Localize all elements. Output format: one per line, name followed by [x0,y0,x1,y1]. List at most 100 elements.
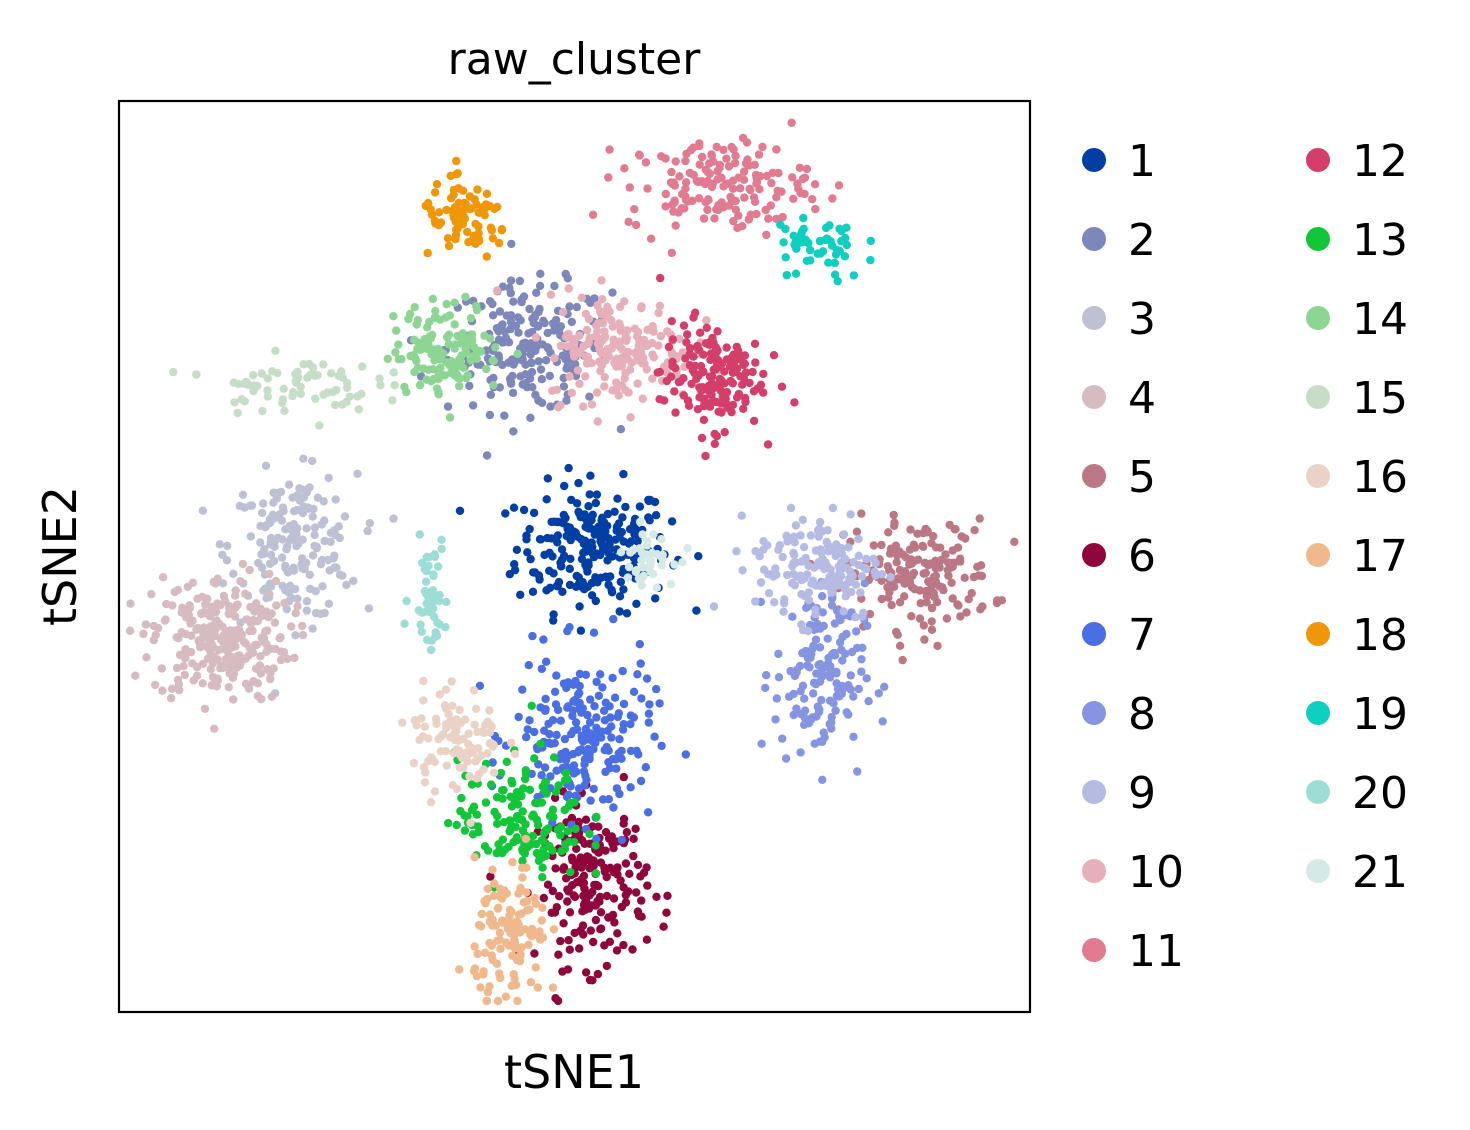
point-cluster-12 [720,367,729,376]
point-cluster-12 [722,343,731,352]
point-cluster-16 [449,749,458,758]
point-cluster-4 [213,674,222,683]
point-cluster-7 [534,760,543,769]
point-cluster-3 [246,532,256,541]
point-cluster-12 [664,342,674,352]
point-cluster-7 [615,735,624,744]
point-cluster-17 [494,891,504,901]
point-cluster-9 [871,571,880,580]
point-cluster-1 [626,537,636,546]
point-cluster-16 [459,734,468,744]
point-cluster-11 [669,207,678,216]
point-cluster-16 [455,705,464,715]
point-cluster-7 [598,683,607,692]
point-cluster-13 [566,867,575,877]
point-cluster-4 [224,683,233,692]
point-cluster-21 [642,541,652,550]
point-cluster-20 [400,619,409,628]
point-cluster-3 [198,506,208,515]
point-cluster-5 [967,589,976,598]
point-cluster-14 [415,380,425,390]
point-cluster-7 [488,758,497,767]
scatter-points [125,118,1019,1006]
point-cluster-1 [594,522,603,531]
point-cluster-1 [618,513,627,522]
point-cluster-11 [671,157,680,166]
point-cluster-11 [722,154,731,163]
point-cluster-3 [283,568,293,577]
point-cluster-20 [427,603,436,612]
point-cluster-14 [442,333,452,342]
point-cluster-4 [149,621,158,631]
point-cluster-13 [571,824,580,834]
point-cluster-14 [445,311,454,320]
point-cluster-11 [630,205,639,214]
point-cluster-21 [646,561,655,570]
point-cluster-3 [284,480,294,489]
point-cluster-5 [884,593,893,602]
point-cluster-8 [818,775,827,784]
point-cluster-7 [606,713,615,722]
point-cluster-8 [781,754,791,763]
point-cluster-1 [612,526,621,535]
point-cluster-13 [460,826,470,835]
legend-label-19: 19 [1352,689,1408,740]
point-cluster-7 [553,705,563,715]
point-cluster-13 [561,768,571,778]
point-cluster-1 [543,474,552,483]
point-cluster-8 [862,674,871,683]
point-cluster-13 [504,842,513,852]
point-cluster-4 [189,676,198,685]
point-cluster-7 [567,764,576,773]
point-cluster-7 [626,711,636,720]
point-cluster-8 [864,697,873,706]
point-cluster-7 [583,744,593,754]
point-cluster-7 [552,671,561,680]
point-cluster-15 [263,374,272,383]
point-cluster-3 [318,582,327,591]
point-cluster-20 [432,591,441,601]
point-cluster-12 [759,369,768,379]
point-cluster-21 [670,560,679,569]
point-cluster-4 [241,589,250,598]
point-cluster-8 [815,677,825,686]
point-cluster-1 [619,585,628,594]
point-cluster-14 [482,364,491,374]
point-cluster-7 [644,709,654,718]
point-cluster-21 [637,581,646,590]
point-cluster-18 [430,188,440,197]
point-cluster-4 [245,626,254,636]
point-cluster-10 [594,318,603,328]
point-cluster-5 [942,614,952,623]
point-cluster-20 [430,552,440,562]
point-cluster-4 [267,692,277,701]
point-cluster-12 [706,355,715,365]
point-cluster-1 [651,511,661,520]
point-cluster-21 [678,558,687,567]
point-cluster-4 [126,599,135,608]
point-cluster-4 [180,670,189,680]
point-cluster-11 [724,201,734,210]
point-cluster-15 [271,346,280,355]
point-cluster-4 [244,684,254,693]
point-cluster-9 [851,612,860,622]
point-cluster-8 [836,616,845,625]
point-cluster-7 [593,728,602,738]
point-cluster-5 [913,529,922,538]
point-cluster-10 [702,316,711,325]
legend-label-2: 2 [1128,215,1156,266]
point-cluster-6 [572,844,581,853]
point-cluster-13 [528,831,538,841]
point-cluster-4 [261,627,270,636]
point-cluster-2 [563,274,572,283]
point-cluster-18 [474,229,483,238]
point-cluster-5 [992,598,1002,608]
point-cluster-10 [625,365,635,374]
point-cluster-5 [916,599,925,608]
point-cluster-6 [596,908,606,917]
point-cluster-1 [591,573,600,582]
point-cluster-13 [541,778,550,787]
point-cluster-4 [223,647,232,656]
point-cluster-14 [410,303,419,312]
point-cluster-10 [577,293,586,302]
